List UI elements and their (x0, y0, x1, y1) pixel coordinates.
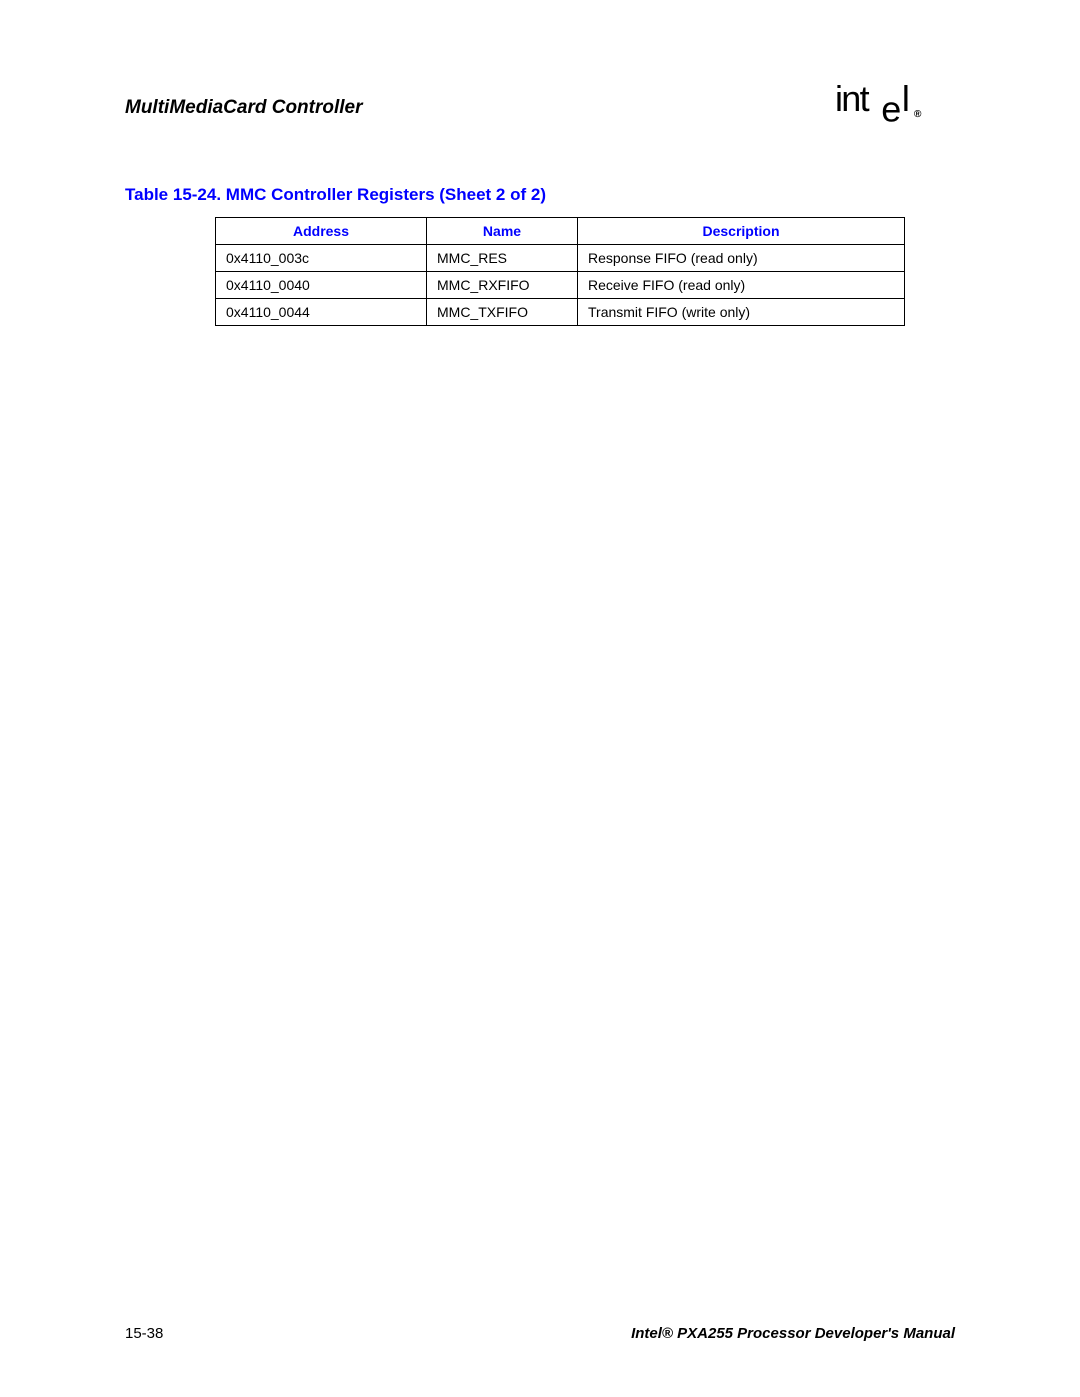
section-title: MultiMediaCard Controller (125, 97, 363, 119)
column-header-address: Address (216, 218, 427, 245)
manual-title: Intel® PXA255 Processor Developer's Manu… (631, 1325, 955, 1342)
cell-name: MMC_RES (427, 245, 578, 272)
register-table: Address Name Description 0x4110_003c MMC… (215, 217, 905, 326)
svg-text:l: l (902, 80, 909, 119)
svg-text:e: e (881, 88, 900, 125)
cell-address: 0x4110_003c (216, 245, 427, 272)
table-row: 0x4110_0040 MMC_RXFIFO Receive FIFO (rea… (216, 272, 905, 299)
table-row: 0x4110_003c MMC_RES Response FIFO (read … (216, 245, 905, 272)
cell-description: Transmit FIFO (write only) (578, 299, 905, 326)
cell-description: Response FIFO (read only) (578, 245, 905, 272)
cell-name: MMC_RXFIFO (427, 272, 578, 299)
svg-text:int: int (835, 80, 870, 119)
page-header: MultiMediaCard Controller int e l ® (125, 80, 955, 135)
cell-address: 0x4110_0040 (216, 272, 427, 299)
document-page: MultiMediaCard Controller int e l ® Tabl… (0, 0, 1080, 1397)
cell-description: Receive FIFO (read only) (578, 272, 905, 299)
page-footer: 15-38 Intel® PXA255 Processor Developer'… (125, 1325, 955, 1342)
table-row: 0x4110_0044 MMC_TXFIFO Transmit FIFO (wr… (216, 299, 905, 326)
table-header-row: Address Name Description (216, 218, 905, 245)
column-header-name: Name (427, 218, 578, 245)
page-number: 15-38 (125, 1325, 163, 1342)
cell-address: 0x4110_0044 (216, 299, 427, 326)
svg-text:®: ® (914, 109, 922, 120)
column-header-description: Description (578, 218, 905, 245)
table-caption: Table 15-24. MMC Controller Registers (S… (125, 185, 955, 205)
cell-name: MMC_TXFIFO (427, 299, 578, 326)
intel-logo: int e l ® (835, 80, 955, 135)
